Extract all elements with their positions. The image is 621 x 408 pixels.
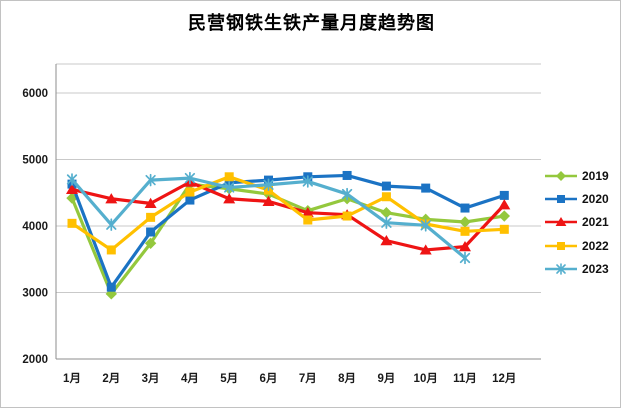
series-2021-line: [70, 180, 506, 252]
data-point-marker: [421, 183, 431, 193]
legend-label: 2021: [582, 215, 609, 230]
x-tick-label: 3月: [142, 372, 160, 385]
data-point-marker: [459, 216, 471, 228]
legend-item-2021: 2021: [544, 211, 618, 234]
data-point-marker: [301, 207, 314, 218]
data-point-marker: [499, 190, 509, 200]
data-point-marker: [342, 211, 352, 221]
legend: 2019 2020 2021 2022 2023: [544, 164, 618, 280]
legend-marker-2023: [545, 263, 577, 275]
x-tick-label: 2月: [102, 372, 120, 385]
legend-item-2022: 2022: [544, 234, 618, 257]
data-point-marker: [381, 192, 391, 202]
data-point-marker: [144, 237, 157, 249]
data-point-marker: [499, 224, 509, 234]
y-tick-label: 2000: [22, 354, 48, 366]
data-point-marker: [145, 174, 156, 186]
data-point-marker: [106, 219, 117, 230]
data-point-marker: [380, 235, 393, 246]
series-2019-line: [70, 182, 506, 296]
legend-marker-2020: [545, 194, 577, 203]
x-tick-label: 12月: [492, 372, 516, 385]
data-point-marker: [342, 170, 352, 180]
y-tick-label: 5000: [22, 155, 48, 167]
data-point-marker: [146, 212, 156, 222]
y-tick-label: 4000: [22, 221, 48, 233]
x-tick-label: 10月: [414, 372, 438, 385]
data-point-marker: [66, 174, 78, 185]
data-point-marker: [459, 252, 471, 264]
data-point-marker: [224, 172, 234, 182]
data-point-marker: [67, 218, 77, 228]
legend-item-2020: 2020: [544, 187, 618, 210]
data-point-marker: [381, 181, 391, 191]
data-point-marker: [185, 187, 195, 197]
series-2020-line: [70, 173, 506, 289]
y-tick-label: 3000: [22, 288, 48, 300]
data-point-marker: [341, 188, 353, 200]
y-tick-label: 6000: [22, 88, 48, 100]
legend-item-2019: 2019: [544, 164, 618, 187]
data-point-marker: [498, 199, 511, 210]
data-point-marker: [263, 179, 274, 190]
data-point-marker: [380, 207, 393, 219]
data-point-marker: [223, 193, 236, 204]
data-point-marker: [262, 195, 275, 206]
x-tick-label: 4月: [181, 372, 199, 385]
data-point-marker: [66, 183, 78, 195]
legend-marker-2019: [545, 170, 577, 181]
series-2022-line: [70, 175, 506, 252]
data-point-marker: [303, 215, 313, 225]
data-point-marker: [106, 282, 116, 292]
legend-marker-2021: [545, 217, 577, 227]
data-point-marker: [144, 197, 157, 208]
legend-label: 2020: [582, 191, 609, 206]
data-point-marker: [459, 241, 471, 252]
legend-label: 2023: [582, 261, 609, 276]
legend-label: 2019: [582, 168, 609, 183]
data-point-marker: [105, 193, 118, 204]
legend-label: 2022: [582, 238, 609, 253]
data-point-marker: [460, 226, 470, 236]
data-point-marker: [224, 182, 235, 193]
data-point-marker: [420, 220, 431, 231]
data-point-marker: [302, 176, 313, 187]
legend-marker-2022: [545, 241, 577, 250]
chart-title: 民营钢铁生铁产量月度趋势图: [188, 13, 435, 33]
legend-item-2023: 2023: [544, 257, 618, 280]
data-point-marker: [185, 195, 195, 205]
x-tick-label: 7月: [299, 372, 317, 385]
x-tick-label: 9月: [377, 372, 395, 385]
x-tick-label: 11月: [453, 372, 477, 385]
x-tick-label: 5月: [220, 372, 238, 385]
data-point-marker: [106, 245, 116, 255]
data-point-marker: [146, 227, 156, 237]
x-tick-label: 1月: [63, 372, 81, 385]
data-point-marker: [460, 203, 470, 213]
data-point-marker: [184, 172, 196, 184]
data-point-marker: [498, 210, 510, 222]
x-tick-label: 6月: [260, 372, 278, 385]
data-point-marker: [381, 217, 392, 228]
data-point-marker: [419, 244, 432, 255]
x-tick-label: 8月: [338, 372, 356, 385]
